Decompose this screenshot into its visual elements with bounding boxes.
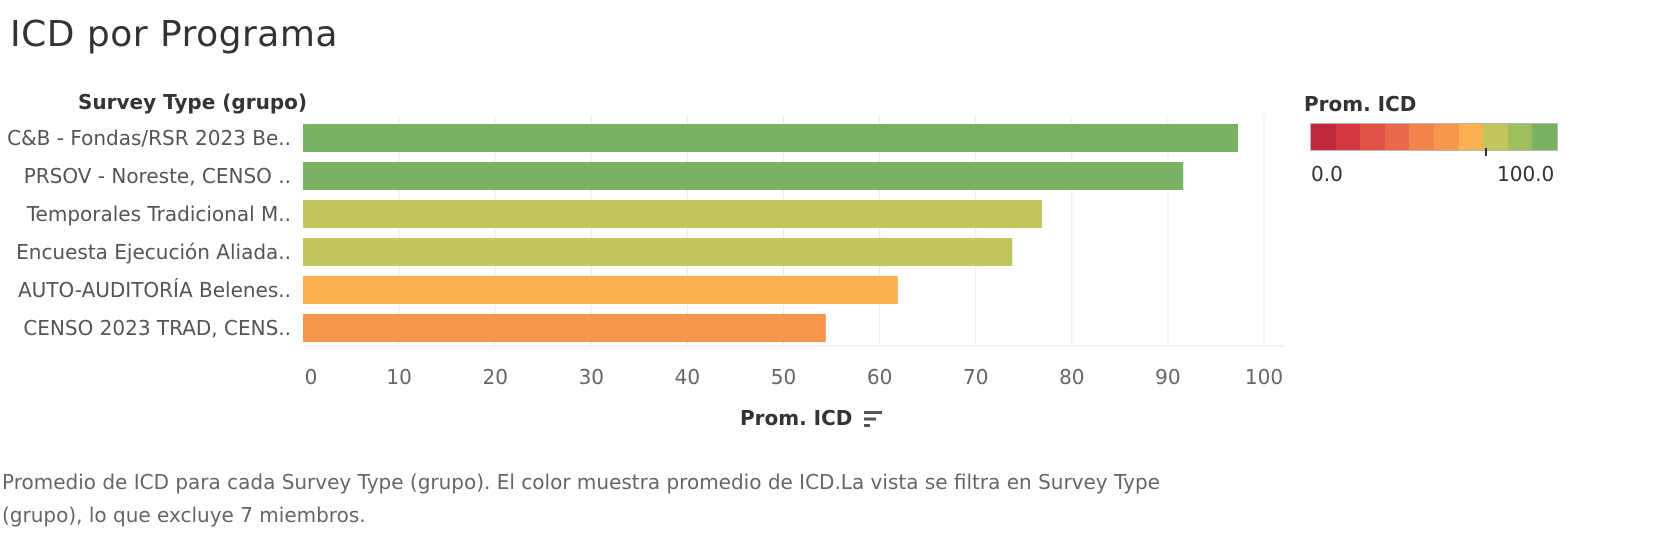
legend-max-label: 100.0 [1497, 162, 1555, 186]
legend-swatch-2 [1335, 124, 1361, 150]
legend-marker [1484, 148, 1487, 156]
row-axis-header[interactable]: Survey Type (grupo) [78, 90, 308, 114]
color-legend-ramp[interactable] [1310, 123, 1558, 151]
category-label-2[interactable]: PRSOV - Noreste, CENSO .. [24, 164, 291, 188]
chart-caption: Promedio de ICD para cada Survey Type (g… [2, 470, 1160, 527]
category-label-1[interactable]: C&B - Fondas/RSR 2023 Be.. [7, 126, 291, 150]
x-tick-label-60: 60 [867, 365, 892, 389]
bar-2[interactable] [303, 162, 1184, 190]
category-labels: C&B - Fondas/RSR 2023 Be.. PRSOV - Norest… [7, 126, 291, 340]
bar-chart: C&B - Fondas/RSR 2023 Be.. PRSOV - Norest… [7, 116, 1284, 389]
category-label-6[interactable]: CENSO 2023 TRAD, CENS.. [23, 316, 291, 340]
x-tick-label-100: 100 [1245, 365, 1283, 389]
bars [303, 124, 1239, 342]
page-title: ICD por Programa [10, 14, 338, 55]
bar-3[interactable] [303, 200, 1043, 228]
x-tick-label-30: 30 [579, 365, 604, 389]
legend-swatch-8 [1483, 124, 1508, 150]
bar-6[interactable] [303, 314, 826, 342]
legend-swatch-4 [1384, 124, 1410, 150]
x-tick-label-40: 40 [675, 365, 700, 389]
x-tick-label-20: 20 [482, 365, 507, 389]
legend-swatch-5 [1409, 124, 1434, 150]
x-tick-label-80: 80 [1059, 365, 1084, 389]
x-tick-label-50: 50 [771, 365, 796, 389]
legend-swatch-9 [1507, 124, 1533, 150]
x-tick-label-10: 10 [386, 365, 411, 389]
gridlines [303, 116, 1284, 347]
category-label-5[interactable]: AUTO-AUDITORÍA Belenes.. [18, 278, 291, 302]
legend-swatch-7 [1458, 124, 1484, 150]
x-tick-label-0: 0 [305, 365, 318, 389]
category-label-4[interactable]: Encuesta Ejecución Aliada.. [16, 240, 291, 264]
x-axis-title-text: Prom. ICD [740, 406, 853, 430]
x-tick-label-90: 90 [1155, 365, 1180, 389]
legend-swatch-3 [1360, 124, 1385, 150]
legend-swatch-6 [1433, 124, 1459, 150]
legend-swatch-1 [1311, 124, 1336, 150]
legend-min-label: 0.0 [1311, 162, 1343, 186]
legend-swatch-10 [1532, 124, 1557, 150]
x-tick-label-70: 70 [963, 365, 988, 389]
category-label-3[interactable]: Temporales Tradicional M.. [26, 202, 291, 226]
bar-5[interactable] [303, 276, 898, 304]
bar-4[interactable] [303, 238, 1013, 266]
legend-title: Prom. ICD [1304, 92, 1417, 116]
sort-descending-icon[interactable] [864, 409, 883, 427]
x-axis-ticks: 0 10 20 30 40 50 60 70 80 90 100 [305, 365, 1283, 389]
bar-1[interactable] [303, 124, 1239, 152]
x-axis-title: Prom. ICD [740, 406, 883, 430]
